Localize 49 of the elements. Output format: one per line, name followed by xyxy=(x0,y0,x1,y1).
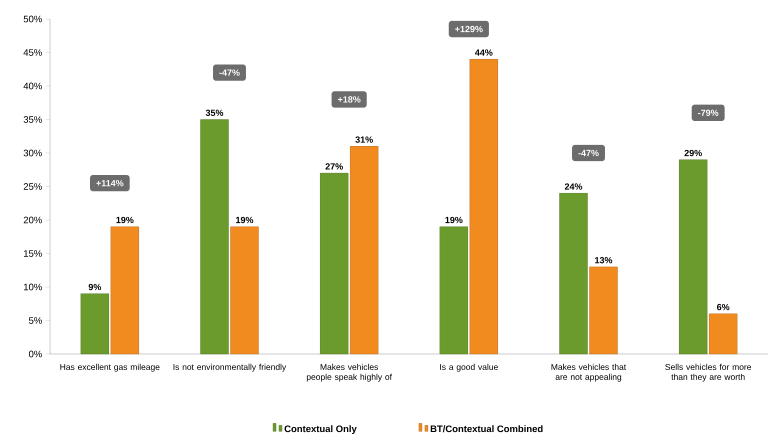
annotation: -79% xyxy=(698,110,718,116)
annotation: +129% xyxy=(455,26,483,32)
data-label: 19% xyxy=(445,216,463,224)
legend-label: Contextual Only xyxy=(284,425,357,434)
x-tick-label: Is not environmentally friendly xyxy=(174,364,286,372)
x-tick-label: Is a good value xyxy=(440,364,498,372)
data-label: 31% xyxy=(355,136,373,143)
x-tick-label: Sells vehicles for more than they are worth xyxy=(665,364,752,382)
bar xyxy=(589,266,618,354)
y-tick-label: 5% xyxy=(28,317,42,324)
annotation: -47% xyxy=(578,150,599,156)
bar xyxy=(230,226,259,354)
bar xyxy=(110,226,140,354)
bar xyxy=(350,146,378,354)
bar xyxy=(80,294,110,354)
x-tick-label: Makes vehicles people speak highly of xyxy=(306,364,392,382)
y-tick-label: 15% xyxy=(24,250,42,257)
bar xyxy=(320,172,348,354)
data-label: 13% xyxy=(595,257,612,264)
y-tick-label: 40% xyxy=(24,82,42,90)
annotation: +18% xyxy=(338,96,361,103)
bar xyxy=(200,119,229,354)
x-tick-label: Has excellent gas mileage xyxy=(60,364,160,372)
bar xyxy=(678,160,708,354)
annotation: +114% xyxy=(96,180,124,186)
data-label: 19% xyxy=(236,216,254,224)
bar xyxy=(559,193,588,354)
y-tick-label: 20% xyxy=(24,216,42,224)
y-tick-label: 10% xyxy=(24,284,42,290)
y-tick-label: 50% xyxy=(24,16,42,22)
y-tick-label: 25% xyxy=(24,183,42,190)
x-tick-label: Makes vehicles that are not appealing xyxy=(552,364,626,382)
y-tick-label: 30% xyxy=(24,150,42,156)
data-label: 24% xyxy=(564,183,582,190)
data-label: 6% xyxy=(717,304,730,310)
data-label: 27% xyxy=(326,163,343,170)
legend-label: BT/Contextual Combined xyxy=(430,425,543,432)
bar xyxy=(708,314,738,354)
data-label: 29% xyxy=(684,150,702,156)
data-label: 44% xyxy=(475,49,493,56)
bar xyxy=(470,59,498,354)
annotation: -47% xyxy=(219,69,240,76)
data-label: 9% xyxy=(88,284,102,290)
bar xyxy=(440,226,468,354)
data-label: 35% xyxy=(206,110,224,116)
y-tick-label: 0% xyxy=(28,350,42,358)
y-tick-label: 45% xyxy=(24,49,42,56)
y-tick-label: 35% xyxy=(24,116,42,123)
data-label: 19% xyxy=(116,216,134,224)
